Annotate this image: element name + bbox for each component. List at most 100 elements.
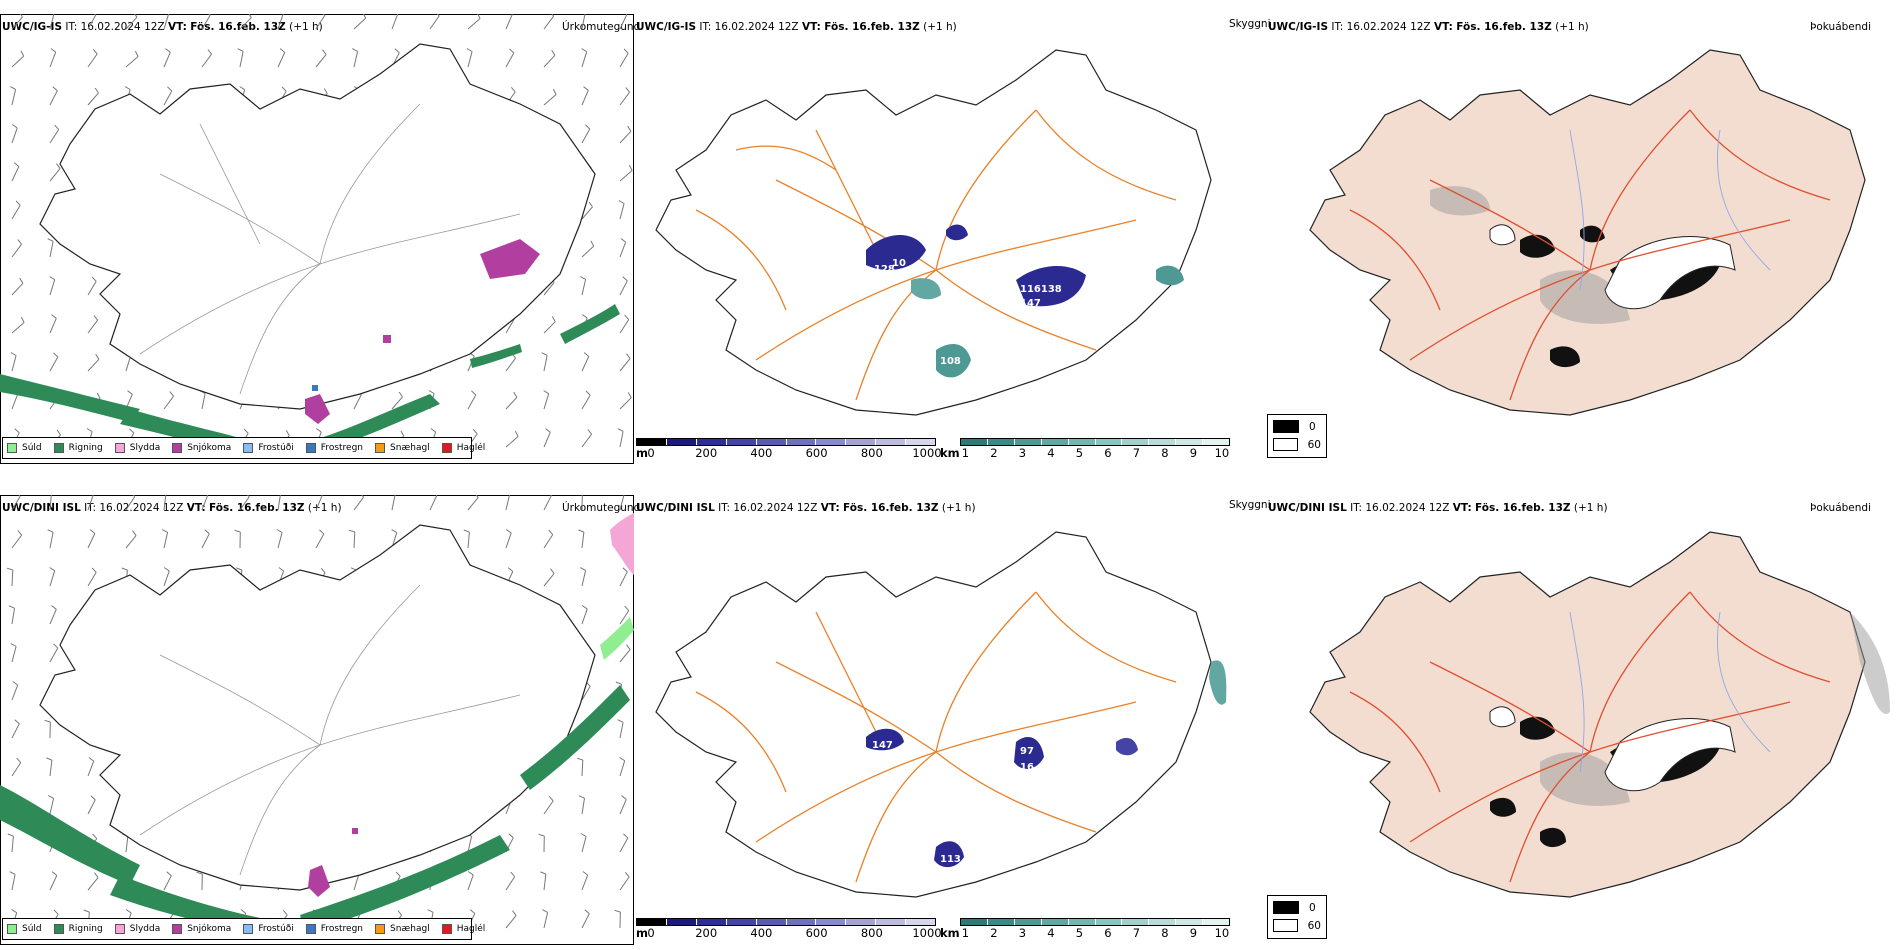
wind-barb xyxy=(505,14,513,30)
wind-barb xyxy=(467,497,479,511)
scale-tick-label: 800 xyxy=(860,446,883,460)
wind-barb-tick xyxy=(134,14,138,18)
roads xyxy=(695,591,1177,883)
wind-barb xyxy=(87,877,99,891)
wind-barb-tick xyxy=(9,871,16,875)
wind-barb-tick xyxy=(11,124,18,129)
wind-barb xyxy=(391,14,399,30)
legend-item: Frostúði xyxy=(243,924,294,934)
wind-barb xyxy=(619,203,625,220)
glaciers xyxy=(1489,706,1736,792)
wind-barb-tick xyxy=(391,529,397,534)
wind-barb-tick xyxy=(20,316,25,323)
wind-barb xyxy=(87,358,100,372)
colorbar-step xyxy=(1203,439,1230,445)
vt-value: Fös. 16.feb. 13Z xyxy=(190,21,286,33)
wind-barb xyxy=(543,432,551,448)
wind-barb xyxy=(543,54,556,68)
legend-label: Snjókoma xyxy=(187,924,232,934)
wind-barb-tick xyxy=(427,909,434,913)
wind-barb-tick xyxy=(94,872,99,878)
fog-legend-swatch xyxy=(1273,420,1299,433)
header-precip-row2: UWC/DINI ISL IT: 16.02.2024 12Z VT: Fös.… xyxy=(2,502,342,515)
it-value: 16.02.2024 12Z xyxy=(733,502,818,514)
legend-item: Snjókoma xyxy=(172,443,231,453)
wind-barb-tick xyxy=(398,391,403,398)
wind-barb-tick xyxy=(513,391,518,398)
fog-legend-row1: 0 60 xyxy=(1267,414,1327,458)
wind-barb xyxy=(277,14,284,30)
wind-barb xyxy=(11,496,21,511)
colorbar-step xyxy=(987,439,1015,445)
wind-barb xyxy=(239,17,252,30)
wind-barb-tick xyxy=(512,910,517,916)
wind-barb-tick xyxy=(548,529,554,535)
fog-legend-swatch xyxy=(1273,919,1298,932)
scale-unit: m xyxy=(636,926,648,940)
offset: (+1 h) xyxy=(923,21,957,33)
it-label: IT: xyxy=(1350,502,1363,514)
legend-swatch xyxy=(172,924,183,934)
colorbar-step xyxy=(876,439,907,445)
wind-barb-tick xyxy=(580,567,586,571)
wind-barb xyxy=(87,799,96,815)
wind-barb xyxy=(87,533,96,549)
drizzle-areas xyxy=(600,617,634,660)
wind-barb xyxy=(125,535,137,549)
wind-barb xyxy=(581,90,589,106)
wind-barb-tick xyxy=(322,49,327,55)
panel-title-ceiling-row1: Skyggni xyxy=(1229,18,1271,30)
legend-item: Súld xyxy=(7,443,42,453)
wind-barb-tick xyxy=(246,495,250,498)
legend-label: Frostúði xyxy=(258,443,294,453)
scale-tick-label: 8 xyxy=(1161,926,1169,940)
fog-legend-label: 0 xyxy=(1309,420,1316,433)
wind-barb-tick xyxy=(580,833,587,837)
colorbar-step xyxy=(816,439,847,445)
wind-barb xyxy=(49,495,52,511)
precip-map-frame-row1 xyxy=(0,14,634,464)
wind-barb-tick xyxy=(162,529,168,533)
scale-tick-label: 10 xyxy=(1214,926,1230,940)
wind-barb xyxy=(49,51,57,68)
legend-swatch xyxy=(375,924,386,934)
ceiling-value: 108 xyxy=(940,356,961,367)
wind-barb-tick xyxy=(129,428,135,434)
wind-barb-tick xyxy=(622,276,628,282)
offset: (+1 h) xyxy=(307,502,342,514)
wind-barb-tick xyxy=(92,48,98,55)
colorbar-step xyxy=(1068,439,1096,445)
wind-barb-tick xyxy=(281,86,287,92)
scale-tick-label: 7 xyxy=(1132,926,1141,940)
sleet-areas xyxy=(610,513,634,575)
colorbar-step xyxy=(1149,439,1177,445)
scale-tick-label: 3 xyxy=(1018,926,1027,940)
wind-barb-tick xyxy=(91,567,97,573)
height-scale-row1: m 0 200 400 600 800 1000 xyxy=(636,438,942,460)
wind-barb-tick xyxy=(580,276,586,280)
it-value: 16.02.2024 12Z xyxy=(1365,502,1450,514)
legend-item: Frostregn xyxy=(305,924,363,934)
wind-barb xyxy=(315,15,326,30)
frost-rain-areas xyxy=(312,385,318,391)
scale-tick-label: 600 xyxy=(805,926,828,940)
wind-barb-tick xyxy=(619,757,625,762)
wind-barb xyxy=(353,531,356,549)
wind-barb-tick xyxy=(320,567,326,574)
colorbar-step xyxy=(637,919,667,925)
vt-value: Fös. 16.feb. 13Z xyxy=(209,502,305,514)
wind-barb xyxy=(353,17,367,30)
wind-barb xyxy=(581,245,595,258)
wind-barb-tick xyxy=(49,276,55,281)
wind-barb xyxy=(619,876,630,891)
wind-barb xyxy=(49,570,56,587)
legend-item: Haglél xyxy=(441,443,485,453)
wind-barb-tick xyxy=(435,495,438,496)
wind-barb xyxy=(543,355,548,372)
wind-barb-tick xyxy=(472,428,478,435)
wind-barb xyxy=(429,495,438,511)
scale-unit: km xyxy=(940,926,960,940)
scale-tick-label: 3 xyxy=(1018,446,1027,460)
wind-barb xyxy=(543,495,552,511)
legend-swatch xyxy=(375,443,386,453)
